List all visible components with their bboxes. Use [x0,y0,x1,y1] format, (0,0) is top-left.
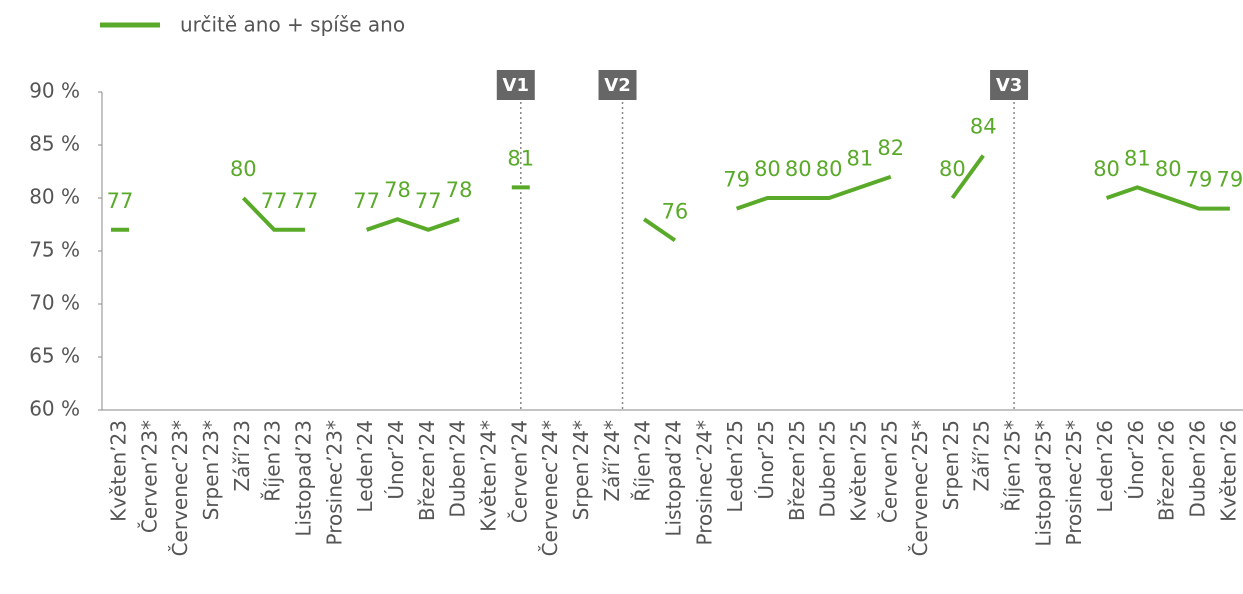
x-tick-label: Květen’23 [107,420,131,522]
data-line [950,154,985,200]
x-tick-label: Červenec’24* [538,420,562,556]
x-tick-label: Říjen’23 [261,420,285,502]
data-line [735,174,892,211]
y-tick-label: 90 % [29,79,80,103]
x-tick-label: Únor’25 [754,420,778,500]
x-tick-label: Květen’25 [846,420,870,522]
x-tick-label: Květen’26 [1216,420,1240,522]
x-tick-label: Leden’24 [353,420,377,513]
value-label: 81 [507,146,534,170]
value-label: 80 [939,157,966,181]
y-tick-label: 75 % [29,238,80,262]
x-tick-label: Září’25 [970,420,994,492]
data-line [642,217,677,243]
x-tick-label: Prosinec’23* [322,420,346,546]
value-label: 80 [754,157,781,181]
x-tick-label: Červen’24 [507,420,531,523]
marker-box [598,70,637,100]
value-label: 80 [785,157,812,181]
x-tick-label: Říjen’24 [631,420,655,502]
value-label: 77 [261,189,288,213]
x-tick-label: Duben’24 [446,420,470,518]
y-tick-label: 85 % [29,132,80,156]
x-tick-label: Únor’24 [384,420,408,500]
value-label: 77 [292,189,319,213]
x-tick-label: Září’24* [600,420,624,502]
value-label: 77 [353,189,380,213]
marker-box [496,70,535,100]
value-label: 79 [1186,168,1213,192]
x-tick-label: Leden’25 [723,420,747,513]
value-label: 82 [877,136,904,160]
x-tick-label: Prosinec’25* [1062,420,1086,546]
value-label: 78 [384,178,411,202]
value-label: 80 [230,157,257,181]
value-label: 80 [1093,157,1120,181]
y-tick-label: 60 % [29,397,80,421]
value-label: 79 [723,168,750,192]
x-tick-label: Červenec’25* [908,420,932,556]
x-tick-label: Listopad’25* [1031,420,1055,547]
value-label: 79 [1217,168,1243,192]
x-tick-label: Leden’26 [1093,420,1117,513]
x-tick-label: Prosinec’24* [692,420,716,546]
legend-label: určitě ano + spíše ano [180,13,405,37]
data-line [1105,185,1230,211]
marker-label: V1 [503,75,529,96]
marker-label: V2 [604,75,630,96]
value-label: 77 [107,189,134,213]
x-tick-label: Srpen’23* [199,420,223,520]
x-tick-label: Srpen’24* [569,420,593,520]
value-label: 80 [816,157,843,181]
x-tick-label: Březen’25 [785,420,809,521]
value-label: 84 [970,115,997,139]
data-line [365,217,460,232]
x-tick-label: Duben’25 [816,420,840,518]
y-tick-label: 65 % [29,344,80,368]
value-label: 77 [415,189,442,213]
data-line [241,196,305,232]
x-tick-label: Listopad’23 [291,420,315,537]
value-label: 81 [847,146,874,170]
x-tick-label: Květen’24* [476,420,500,532]
marker-label: V3 [996,75,1022,96]
x-tick-label: Červen’25 [877,420,901,523]
x-tick-label: Březen’26 [1155,420,1179,521]
x-tick-label: Říjen’25* [1001,420,1025,512]
x-tick-label: Srpen’25 [939,420,963,510]
value-label: 76 [662,199,689,223]
x-tick-label: Červen’23* [137,420,161,533]
y-tick-label: 80 % [29,185,80,209]
value-label: 80 [1155,157,1182,181]
marker-box [990,70,1029,100]
x-tick-label: Listopad’24 [661,420,685,537]
x-tick-label: Duben’26 [1186,420,1210,518]
value-label: 81 [1124,146,1151,170]
x-tick-label: Září’23 [230,420,254,492]
x-tick-label: Červenec’23* [168,420,192,556]
value-label: 78 [446,178,473,202]
y-tick-label: 70 % [29,291,80,315]
x-tick-label: Únor’26 [1124,420,1148,500]
x-tick-label: Březen’24 [415,420,439,521]
